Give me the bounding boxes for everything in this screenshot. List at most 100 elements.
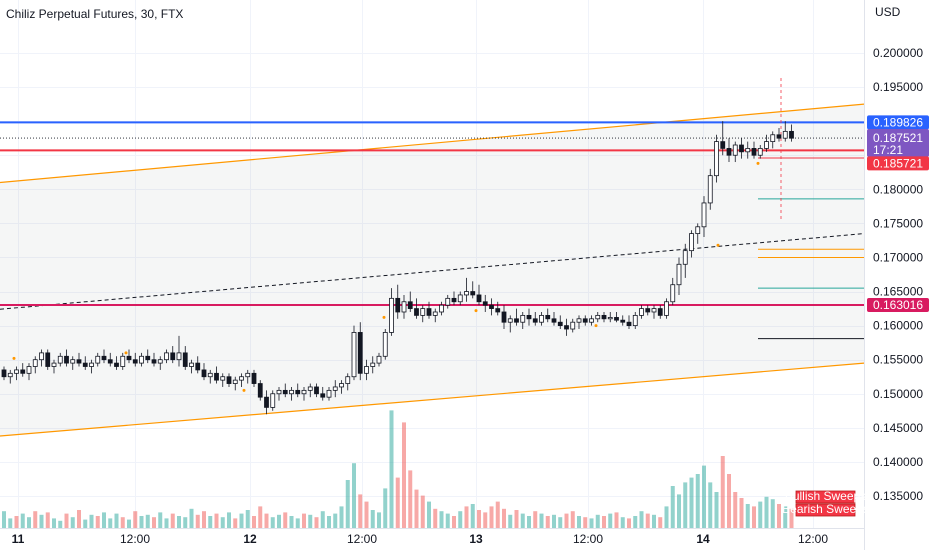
label-magenta-level: 0.163016 <box>873 298 923 312</box>
volume-bar <box>602 516 606 528</box>
volume-bar <box>302 513 306 528</box>
volume-bar <box>783 506 788 528</box>
candle-body <box>557 321 563 327</box>
volume-bar <box>8 518 13 528</box>
volume-bar <box>683 482 688 528</box>
candle-body <box>689 233 694 252</box>
volume-bar <box>183 517 188 528</box>
candle-body <box>726 148 732 156</box>
candle-body <box>714 141 719 177</box>
time-tick: 12 <box>243 532 257 546</box>
time-tick: 12:00 <box>120 532 150 546</box>
volume-bar <box>408 470 413 528</box>
volume-bar <box>433 508 438 528</box>
volume-bar <box>389 410 394 528</box>
volume-bar <box>402 422 406 528</box>
volume-bar <box>370 510 375 528</box>
volume-bar <box>539 513 544 528</box>
volume-bar <box>777 504 781 528</box>
candle-body <box>76 359 82 364</box>
volume-bar <box>295 518 300 528</box>
volume-bar <box>364 501 369 528</box>
candle-body <box>520 314 526 323</box>
candle-body <box>664 301 669 316</box>
candle-body <box>476 294 482 303</box>
candle-body <box>195 362 201 371</box>
candle-body <box>145 355 151 361</box>
price-tick: 0.200000 <box>873 46 923 60</box>
candle-body <box>20 369 26 374</box>
candle-body <box>445 297 451 306</box>
volume-bar <box>395 477 400 528</box>
label-magenta-level-bg <box>867 298 929 313</box>
volume-bar <box>108 518 113 528</box>
candle-body <box>314 386 319 395</box>
volume-bar <box>133 511 138 528</box>
volume-bar <box>214 513 219 528</box>
candle-body <box>632 314 638 327</box>
candle-body <box>132 359 138 364</box>
channel-upper-line <box>0 103 865 184</box>
candle-body <box>326 389 332 398</box>
candle-body <box>120 355 126 367</box>
volume-bar <box>695 474 700 528</box>
volume-bar <box>733 492 738 528</box>
volume-bar <box>83 519 88 528</box>
legend-bearish-text: Bearish Sweeps <box>782 502 869 516</box>
candle-body <box>339 383 344 388</box>
candle-body <box>32 359 38 367</box>
volume-bar <box>33 511 38 528</box>
candle-body <box>420 308 426 316</box>
volume-bar <box>245 510 250 528</box>
volume-bar <box>77 510 81 528</box>
candle-body <box>576 318 582 323</box>
volume-bar <box>439 511 444 528</box>
volume-bar <box>320 511 325 528</box>
volume-bar <box>758 501 763 528</box>
volume-bar <box>745 504 750 528</box>
candle-body <box>595 314 601 320</box>
volume-bar <box>314 517 319 528</box>
candle-body <box>439 304 444 313</box>
candle-body <box>782 130 788 139</box>
candle-body <box>470 291 476 296</box>
volume-bar <box>233 518 238 528</box>
volume-bar <box>283 512 288 528</box>
candle-body <box>114 362 119 367</box>
label-blue-level: 0.189826 <box>873 115 923 129</box>
candle-body <box>732 144 738 156</box>
volume-bar <box>514 510 519 528</box>
candle-body <box>607 317 613 320</box>
candle-body <box>264 396 269 408</box>
volume-bar <box>652 514 656 528</box>
candle-body <box>214 372 219 381</box>
price-axis[interactable]: USD0.2000000.1950000.1900000.1850000.180… <box>873 5 923 503</box>
candle-body <box>682 250 688 265</box>
horizontal-levels <box>0 78 864 340</box>
price-tick: 0.150000 <box>873 387 923 401</box>
candle-body <box>139 355 144 364</box>
time-axis[interactable]: 11 12:00 12 12:00 13 12:00 14 12:00 <box>12 532 829 546</box>
candle-body <box>651 308 657 313</box>
volume-bar <box>570 511 575 528</box>
candle-body <box>70 359 76 364</box>
candle-body <box>157 359 163 364</box>
candle-body <box>126 355 132 361</box>
price-tick: 0.175000 <box>873 216 923 230</box>
price-tick: 0.135000 <box>873 489 923 503</box>
price-tick: 0.170000 <box>873 250 923 264</box>
candle-body <box>64 355 69 364</box>
volume-bar <box>739 498 744 528</box>
volume-bar <box>64 513 69 528</box>
candle-body <box>364 366 369 374</box>
time-tick: 11 <box>12 532 25 546</box>
sweep-markers <box>12 161 760 392</box>
candle-body <box>101 355 107 361</box>
volume-bar <box>689 477 694 528</box>
volume-bar <box>508 514 513 528</box>
candle-body <box>614 317 619 321</box>
candle-body <box>282 389 288 395</box>
candle-body <box>657 308 663 316</box>
candle-body <box>320 393 326 398</box>
